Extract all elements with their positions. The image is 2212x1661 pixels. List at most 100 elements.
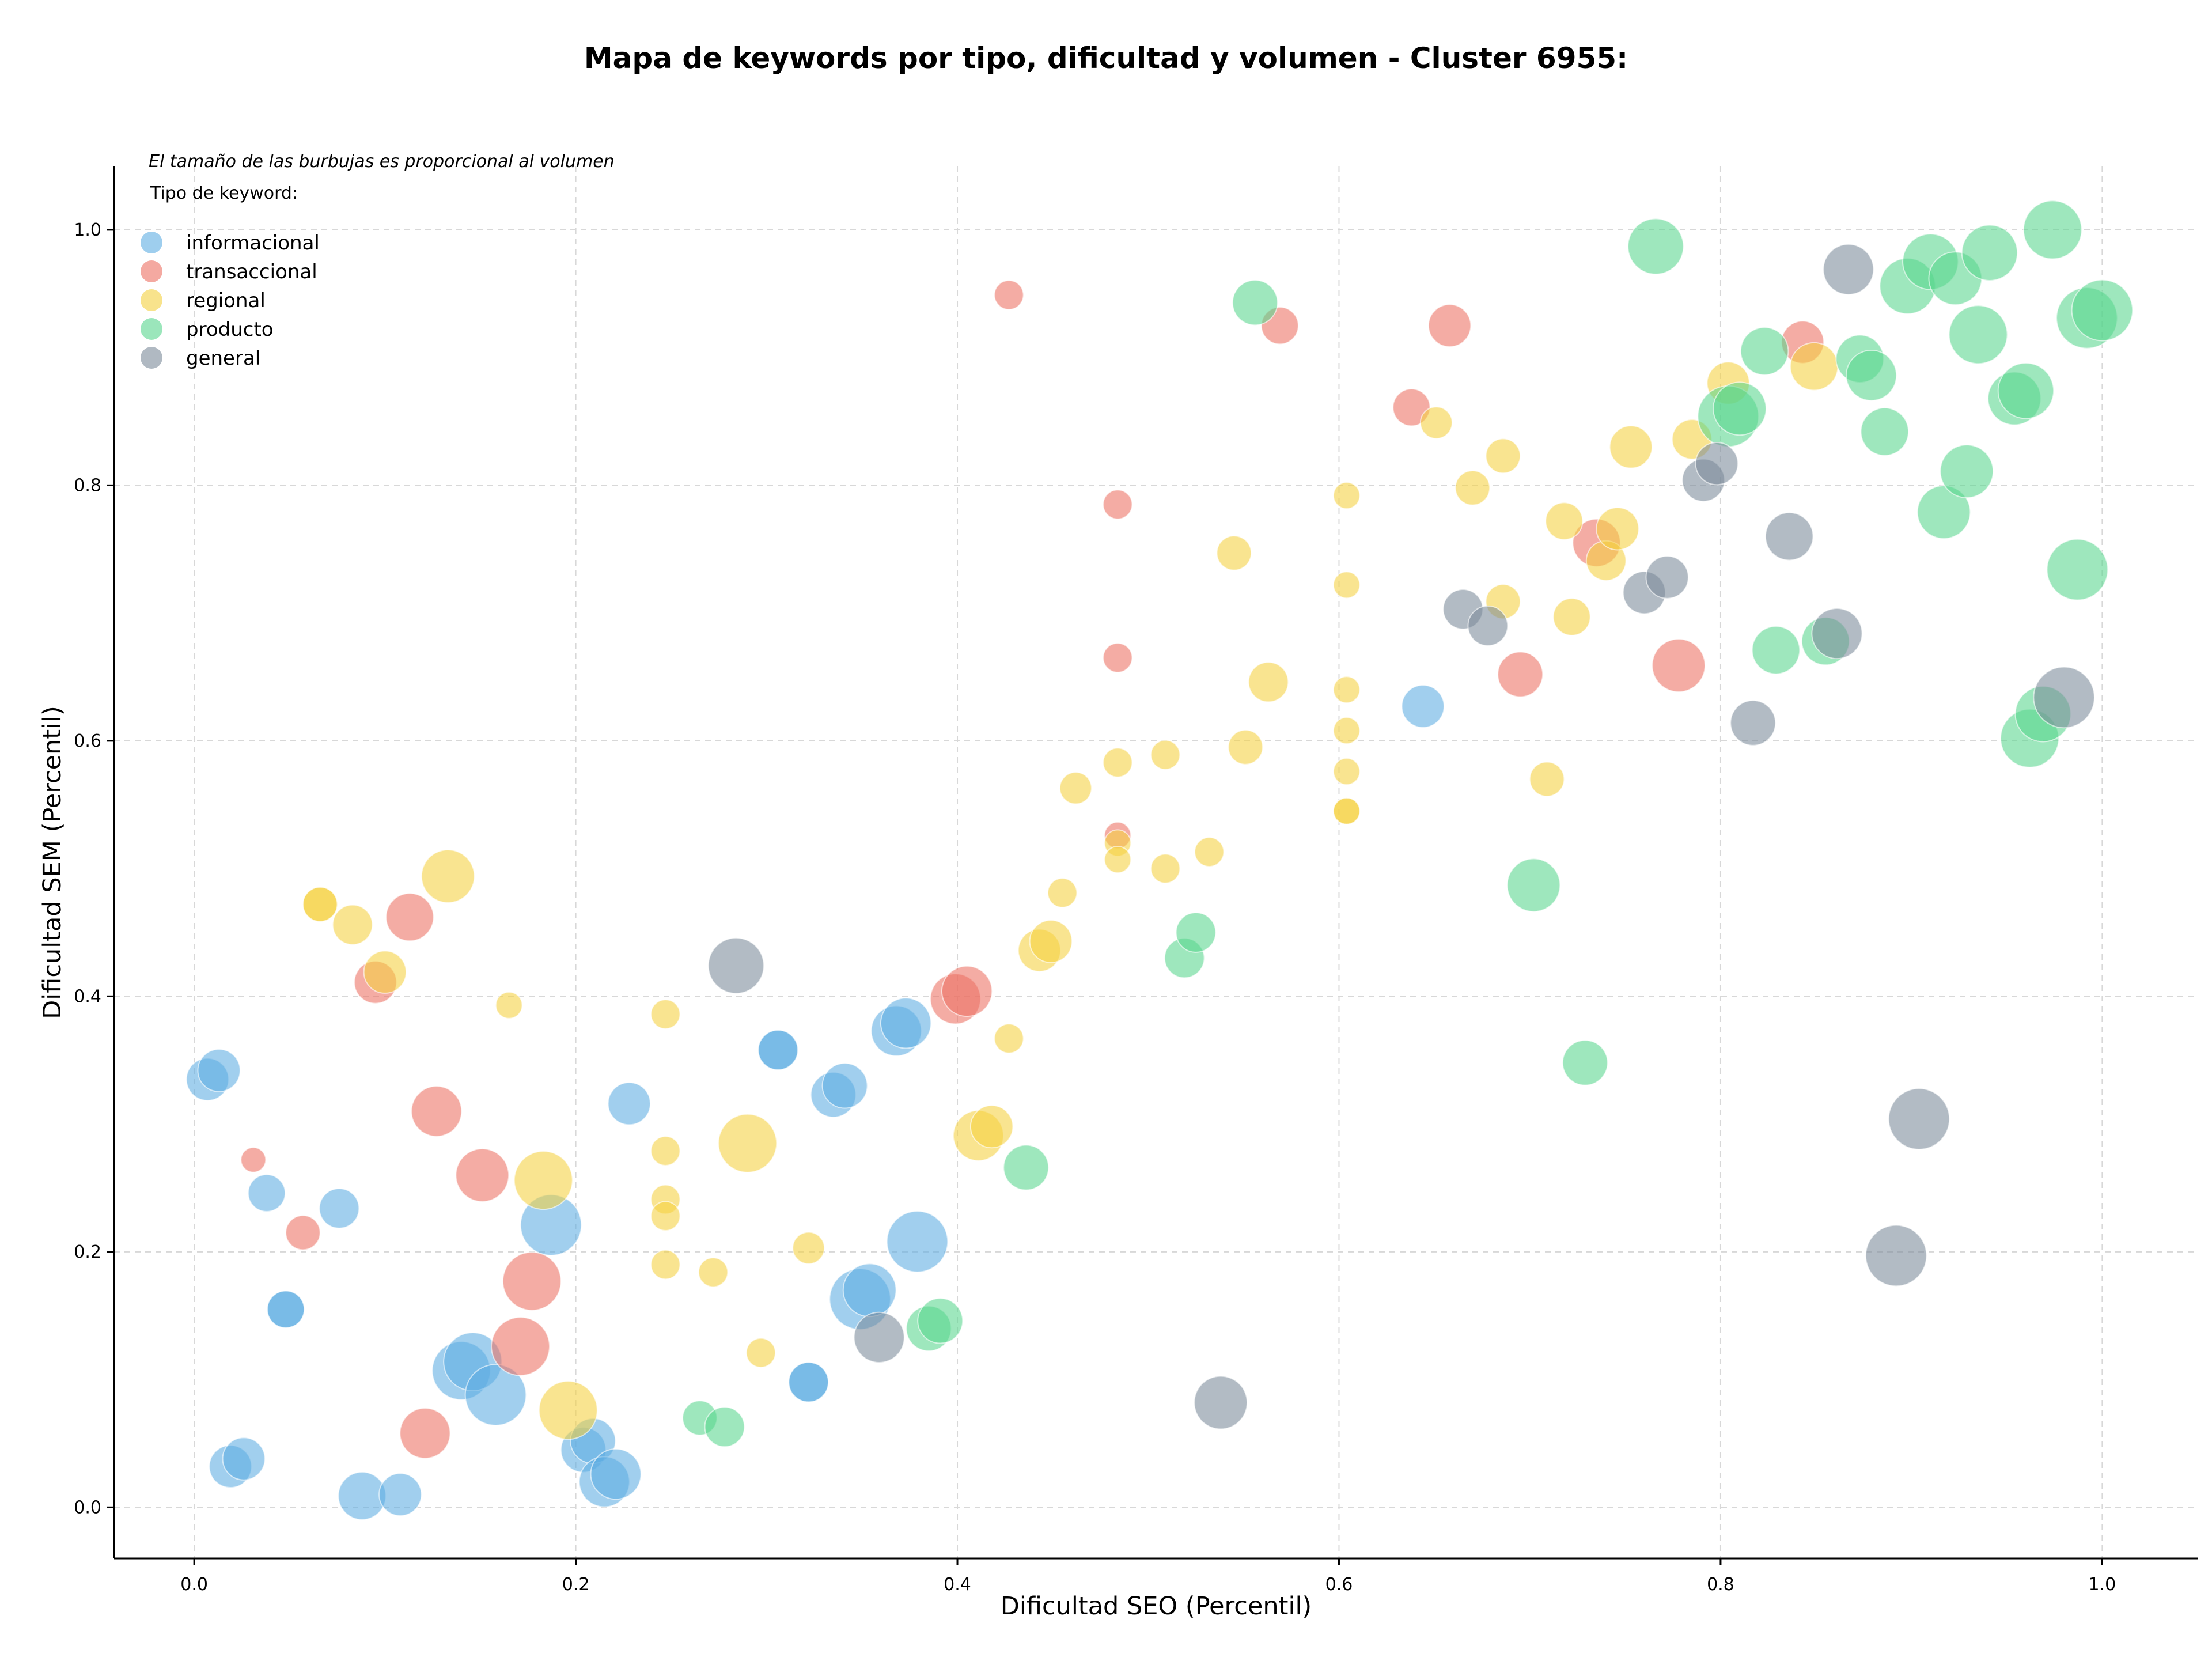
bubble-regional [650, 1136, 681, 1166]
bubble-producto [2071, 279, 2134, 342]
bubble-regional [718, 1113, 778, 1173]
bubble-transaccional [455, 1148, 510, 1202]
bubble-regional [1332, 676, 1361, 704]
bubble-regional [1047, 877, 1078, 908]
bubble-general [707, 937, 765, 994]
bubble-transaccional [491, 1316, 551, 1376]
bubble-transaccional [399, 1408, 451, 1459]
bubble-informacional [880, 997, 932, 1049]
bubble-transaccional [994, 279, 1024, 311]
bubble-producto [704, 1406, 745, 1448]
bubble-general [1695, 441, 1739, 486]
x-tick-label: 0.6 [1325, 1575, 1353, 1595]
bubble-informacional [267, 1290, 305, 1329]
bubble-regional [332, 904, 373, 945]
bubble-transaccional [1427, 304, 1472, 347]
x-tick-label: 1.0 [2089, 1575, 2116, 1595]
bubble-regional [1529, 761, 1565, 797]
bubble-general [1888, 1088, 1950, 1151]
bubble-producto [1940, 444, 1994, 498]
bubble-informacional [247, 1174, 286, 1212]
bubble-regional [363, 950, 407, 994]
bubble-regional [1332, 797, 1361, 825]
chart-title: Mapa de keywords por tipo, dificultad y … [584, 41, 1628, 75]
grid-layer [114, 166, 2198, 1558]
y-tick-label: 0.4 [74, 986, 101, 1007]
bubble-producto [1627, 218, 1684, 275]
bubble-informacional [757, 1030, 799, 1070]
bubble-regional [1609, 425, 1653, 469]
legend-label-informacional: informacional [186, 232, 320, 255]
bubble-regional [698, 1257, 729, 1288]
bubble-regional [1552, 597, 1591, 636]
bubble-transaccional [1652, 638, 1706, 693]
bubble-transaccional [240, 1147, 267, 1173]
bubble-informacional [1401, 684, 1445, 728]
legend-marker-transaccional [141, 260, 162, 282]
bubble-informacional [590, 1448, 642, 1500]
bubble-regional [1228, 729, 1263, 765]
bubble-producto [1846, 350, 1897, 402]
bubble-informacional [197, 1049, 241, 1092]
bubble-producto [1713, 381, 1767, 436]
bubble-regional [1419, 406, 1453, 440]
bubble-informacional [788, 1361, 830, 1403]
bubble-informacional [886, 1210, 949, 1273]
y-tick-label: 0.2 [74, 1242, 101, 1262]
legend-title: Tipo de keyword: [150, 183, 298, 203]
bubble-regional [1194, 837, 1225, 867]
bubble-regional [1485, 438, 1521, 474]
x-tick-label: 0.8 [1707, 1575, 1734, 1595]
bubble-informacional [464, 1364, 527, 1426]
bubble-transaccional [941, 965, 993, 1017]
bubble-regional [1455, 470, 1491, 506]
bubble-regional [1332, 717, 1361, 745]
bubble-regional [994, 1023, 1024, 1054]
bubble-regional [1150, 740, 1181, 770]
legend-marker-general [141, 347, 162, 369]
bubble-producto [917, 1297, 964, 1344]
bubble-general [2033, 666, 2095, 729]
y-tick-label: 1.0 [74, 220, 101, 240]
bubble-producto [1948, 305, 2008, 365]
bubble-informacional [842, 1263, 897, 1318]
bubble-transaccional [411, 1085, 463, 1137]
bubble-regional [650, 1249, 681, 1280]
bubble-producto [1916, 485, 1971, 539]
bubble-informacional [378, 1473, 422, 1516]
bubble-regional [650, 1201, 681, 1231]
bubble-regional [1029, 920, 1073, 963]
bubble-transaccional [1392, 388, 1431, 427]
bubble-regional [1059, 771, 1092, 805]
bubble-producto [1961, 224, 2018, 281]
bubble-producto [1562, 1039, 1608, 1086]
bubble-transaccional [385, 892, 434, 942]
legend-marker-informacional [141, 232, 162, 253]
bubble-regional [1332, 758, 1361, 785]
bubble-transaccional [285, 1214, 321, 1251]
bubble-regional [1789, 342, 1839, 391]
bubble-layer [185, 200, 2134, 1520]
bubble-regional [1150, 853, 1181, 884]
bubble-regional [495, 991, 523, 1019]
bubble-producto [1751, 626, 1801, 675]
bubble-producto [1860, 407, 1910, 456]
legend: informacional transaccional regional produc… [141, 232, 320, 370]
legend-label-regional: regional [186, 289, 266, 312]
bubble-regional [421, 849, 475, 903]
bubble-regional [1248, 661, 1289, 703]
x-tick-label: 0.4 [944, 1575, 971, 1595]
legend-marker-regional [141, 289, 162, 311]
tick-layer: 0.0 0.2 0.4 0.6 0.8 1.0 0.0 0.2 0.4 0.6 0.8 1.0 [74, 220, 2116, 1595]
bubble-producto [1740, 327, 1789, 376]
bubble-regional [1103, 747, 1133, 778]
bubble-general [1865, 1224, 1927, 1287]
legend-label-producto: producto [186, 318, 274, 341]
axes-layer [113, 166, 2198, 1560]
bubble-producto [2022, 200, 2082, 260]
bubble-transaccional [1103, 489, 1133, 520]
bubble-informacional [222, 1437, 266, 1481]
bubble-producto [1997, 362, 2055, 419]
